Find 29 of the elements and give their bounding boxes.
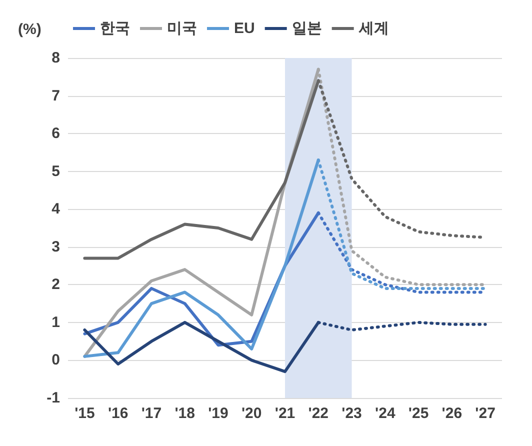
- legend-label: EU: [234, 20, 255, 37]
- legend-label: 미국: [167, 20, 197, 37]
- x-tick-label: '17: [141, 405, 162, 422]
- x-tick-label: '16: [108, 405, 128, 422]
- y-tick-label: 6: [52, 125, 60, 142]
- y-axis-title: (%): [18, 21, 42, 38]
- y-tick-label: 3: [52, 238, 60, 256]
- x-tick-label: '26: [442, 405, 462, 422]
- y-tick-label: 8: [52, 50, 60, 66]
- y-tick-label: 0: [52, 352, 60, 369]
- y-tick-label: 5: [52, 162, 60, 180]
- x-tick-label: '20: [241, 405, 262, 422]
- y-tick-label: 2: [52, 276, 60, 294]
- x-tick-label: '21: [274, 405, 296, 422]
- x-tick-label: '24: [375, 405, 396, 422]
- x-tick-label: '23: [342, 405, 362, 422]
- x-tick-label: '25: [408, 405, 429, 422]
- y-tick-label: 7: [52, 87, 60, 104]
- x-tick-label: '22: [308, 405, 329, 422]
- legend-label: 일본: [292, 20, 322, 37]
- legend-label: 세계: [358, 20, 389, 37]
- x-tick-label: '15: [74, 405, 95, 422]
- y-tick-label: -1: [46, 390, 60, 406]
- legend-label: 한국: [100, 20, 130, 37]
- y-tick-label: 4: [52, 200, 61, 218]
- y-tick-label: 1: [52, 314, 60, 331]
- x-tick-label: '18: [174, 405, 195, 422]
- x-tick-label: '27: [475, 405, 496, 422]
- x-tick-label: '19: [208, 405, 228, 422]
